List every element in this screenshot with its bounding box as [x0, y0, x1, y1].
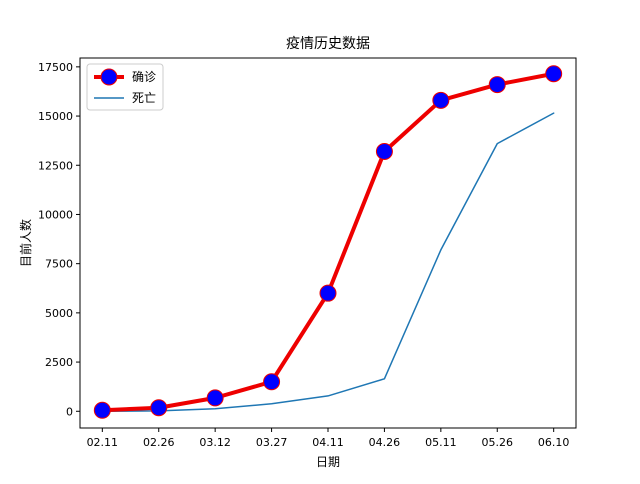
y-axis: 0 2500 5000 7500 10000 12500 15000 17500: [38, 61, 80, 418]
data-point-confirmed: [432, 91, 450, 109]
x-tick-label: 04.26: [369, 436, 401, 449]
y-tick-label: 10000: [38, 208, 73, 221]
data-point-confirmed: [93, 401, 111, 419]
legend-label-confirmed: 确诊: [132, 70, 156, 84]
x-axis-title: 日期: [316, 455, 340, 469]
data-point-confirmed: [206, 389, 224, 407]
y-tick-label: 7500: [45, 258, 73, 271]
y-tick-label: 5000: [45, 307, 73, 320]
chart-title: 疫情历史数据: [286, 36, 370, 52]
data-point-confirmed: [488, 76, 506, 94]
legend-marker-confirmed: [100, 68, 118, 86]
data-point-confirmed: [319, 284, 337, 302]
y-tick-label: 0: [66, 405, 73, 418]
y-axis-title: 目前人数: [18, 219, 33, 267]
x-tick-label: 03.12: [199, 436, 231, 449]
data-point-confirmed: [150, 399, 168, 417]
x-tick-label: 04.11: [312, 436, 344, 449]
x-tick-label: 02.26: [143, 436, 175, 449]
series-line-deaths: [101, 112, 555, 413]
y-tick-label: 2500: [45, 356, 73, 369]
x-tick-label: 03.27: [256, 436, 288, 449]
x-axis: 02.11 02.26 03.12 03.27 04.11 04.26 05.11 05.26…: [87, 428, 570, 449]
data-point-confirmed: [545, 65, 563, 83]
y-tick-label: 15000: [38, 110, 73, 123]
legend: 确诊 死亡: [86, 63, 164, 111]
x-tick-label: 05.11: [425, 436, 457, 449]
legend-label-deaths: 死亡: [132, 91, 156, 105]
x-tick-label: 06.10: [538, 436, 570, 449]
x-tick-label: 02.11: [87, 436, 119, 449]
y-tick-label: 17500: [38, 61, 73, 74]
data-point-confirmed: [375, 142, 393, 160]
y-tick-label: 12500: [38, 159, 73, 172]
data-point-confirmed: [263, 373, 281, 391]
x-tick-label: 05.26: [482, 436, 514, 449]
series-layer: [93, 65, 563, 419]
